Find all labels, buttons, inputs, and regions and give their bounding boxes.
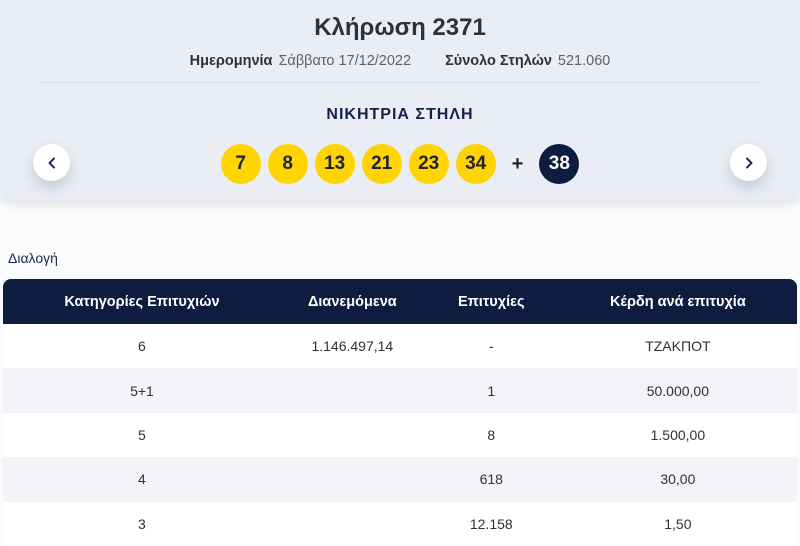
table-header-cell: Διανεμόμενα — [307, 293, 397, 310]
draw-date-label: Ημερομηνία — [189, 53, 273, 69]
table-header-cell: Κατηγορίες Επιτυχιών — [64, 293, 220, 310]
total-columns-label: Σύνολο Στηλών — [445, 53, 552, 69]
table-row: 4 618 30,00 — [3, 457, 797, 502]
draw-date: Ημερομηνία Σάββατο 17/12/2022 — [190, 53, 411, 69]
table-cell: 1.500,00 — [650, 426, 706, 443]
next-draw-button[interactable] — [730, 144, 767, 181]
prev-draw-button[interactable] — [33, 144, 70, 181]
table-cell: 5+1 — [130, 382, 154, 399]
page-title: Κλήρωση 2371 — [314, 14, 486, 41]
bonus-number-ball: 38 — [539, 144, 580, 184]
table-header-row: Κατηγορίες Επιτυχιών Διανεμόμενα Επιτυχί… — [3, 279, 797, 324]
table-cell: 5 — [138, 426, 146, 443]
plus-sign: + — [511, 152, 524, 175]
draw-meta: Ημερομηνία Σάββατο 17/12/2022 Σύνολο Στη… — [0, 53, 800, 69]
table-cell: 618 — [479, 471, 503, 488]
table-cell: 3 — [138, 515, 146, 532]
table-row: 5+1 1 50.000,00 — [3, 368, 797, 413]
table-cell: 1 — [487, 382, 496, 399]
table-header-cell: Κέρδη ανά επιτυχία — [609, 293, 746, 310]
table-cell: 50.000,00 — [646, 382, 709, 399]
section-title: Διαλογή — [8, 250, 58, 266]
number-ball: 23 — [408, 144, 449, 184]
number-ball: 13 — [314, 144, 355, 184]
number-ball: 21 — [361, 144, 402, 184]
table-row: 3 12.158 1,50 — [3, 501, 797, 546]
table-row: 5 8 1.500,00 — [3, 412, 797, 458]
table-row: 6 1.146.497,14 - ΤΖΑΚΠΟΤ — [3, 324, 797, 369]
winning-numbers-row: 7 8 13 21 23 34 + 38 — [0, 144, 800, 184]
number-ball: 7 — [220, 144, 261, 184]
chevron-right-icon — [743, 157, 755, 169]
number-ball: 8 — [267, 144, 308, 184]
draw-card: Κλήρωση 2371 Ημερομηνία Σάββατο 17/12/20… — [0, 0, 800, 200]
total-columns: Σύνολο Στηλών 521.060 — [445, 53, 610, 69]
winning-column-heading: ΝΙΚΗΤΡΙΑ ΣΤΗΛΗ — [326, 106, 474, 123]
chevron-left-icon — [46, 157, 58, 169]
number-ball: 34 — [455, 144, 496, 184]
table-cell: 12.158 — [469, 515, 513, 532]
table-cell: 6 — [138, 338, 146, 355]
table-cell: 30,00 — [660, 471, 696, 488]
table-cell: - — [488, 338, 494, 355]
header-divider — [40, 82, 760, 83]
table-cell: 1.146.497,14 — [311, 338, 394, 355]
table-cell: 4 — [138, 471, 146, 488]
table-cell: 1,50 — [664, 515, 692, 532]
table-cell: ΤΖΑΚΠΟΤ — [645, 338, 711, 355]
total-columns-value: 521.060 — [557, 53, 611, 69]
results-table: Κατηγορίες Επιτυχιών Διανεμόμενα Επιτυχί… — [3, 279, 797, 546]
draw-date-value: Σάββατο 17/12/2022 — [278, 53, 412, 69]
table-header-cell: Επιτυχίες — [458, 293, 525, 310]
table-cell: 8 — [487, 426, 496, 443]
